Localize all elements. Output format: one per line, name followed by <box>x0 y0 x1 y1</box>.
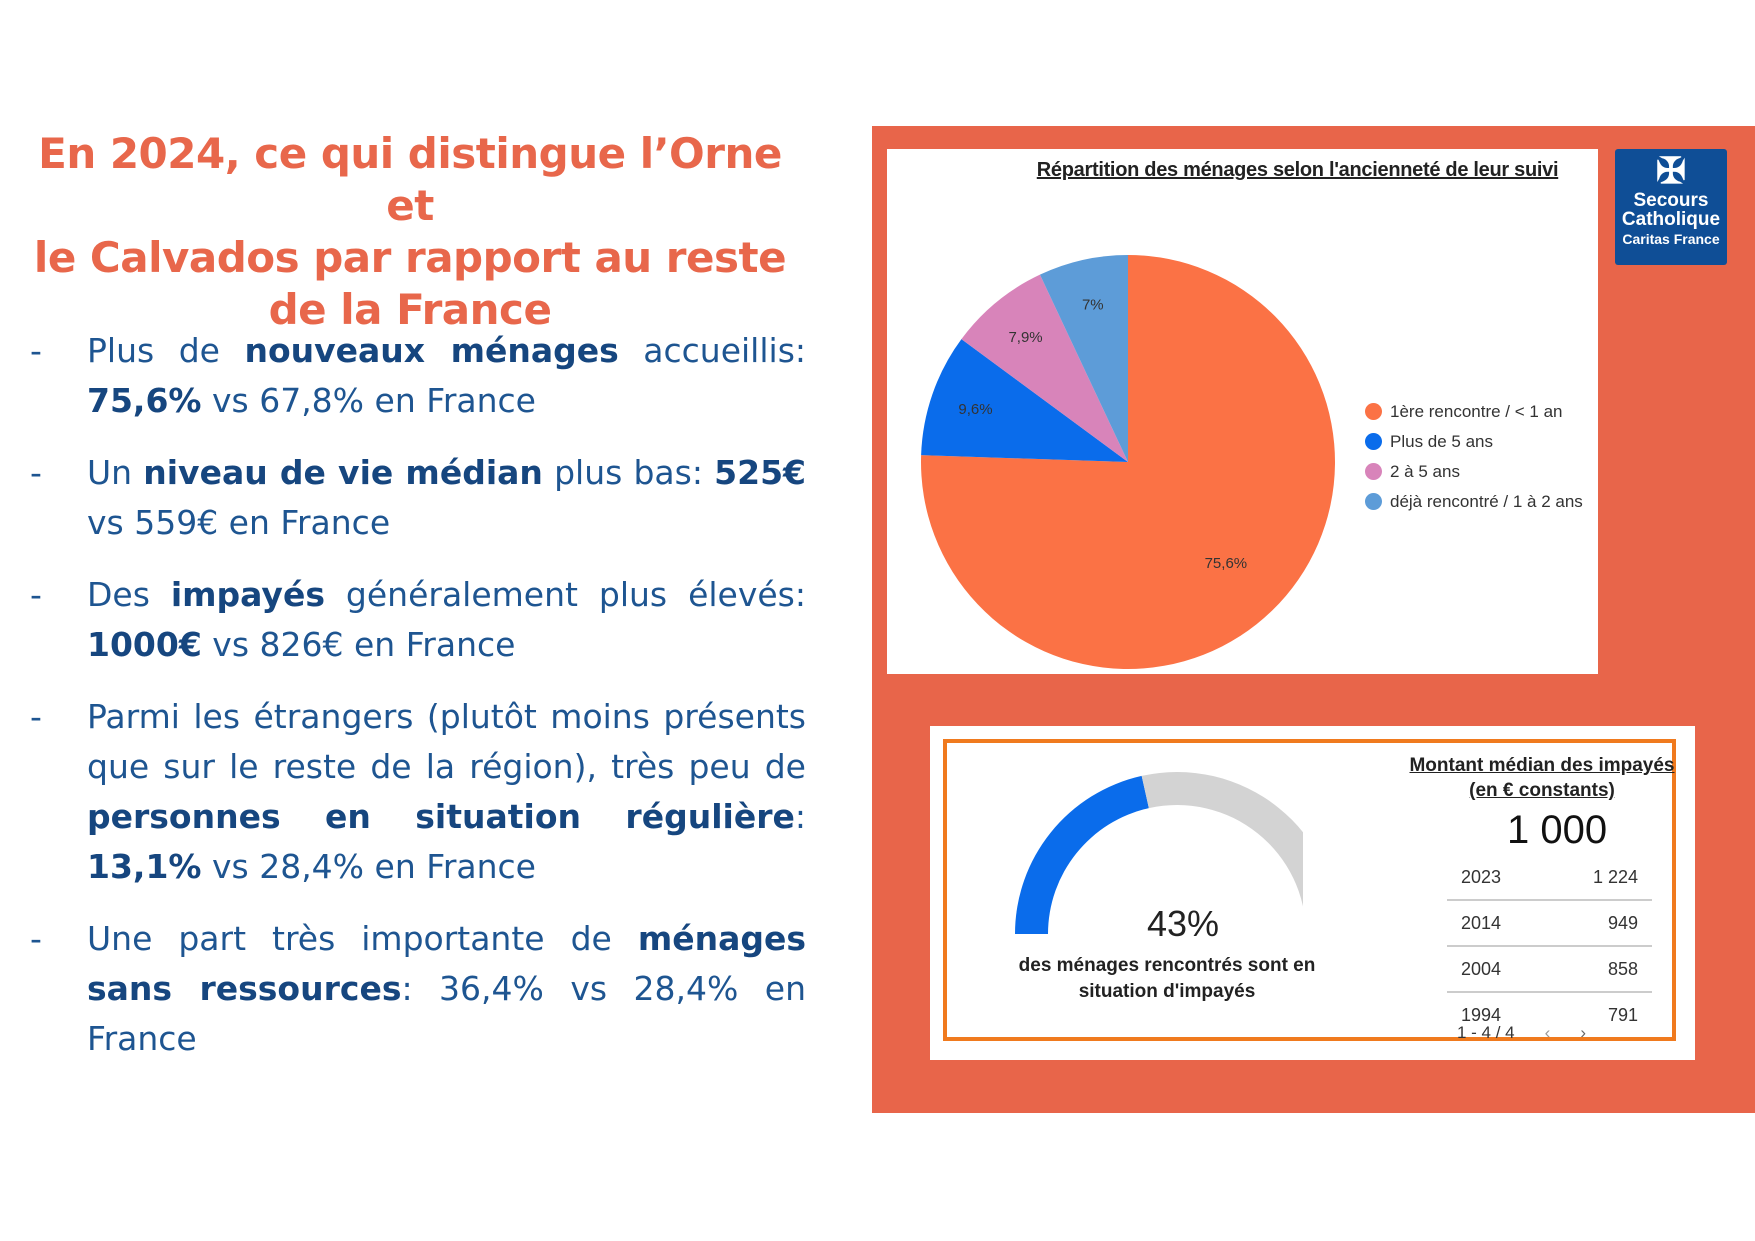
value-cell: 949 <box>1607 913 1638 933</box>
legend-swatch <box>1365 493 1382 510</box>
pie-legend: 1ère rencontre / < 1 an Plus de 5 ans 2 à … <box>1365 397 1585 517</box>
year-cell: 2014 <box>1461 913 1502 933</box>
title-line: de la France <box>268 285 552 334</box>
bullet-dash: - <box>30 331 42 370</box>
bullet-emphasis: 75,6% <box>87 381 202 420</box>
legend-item: déjà rencontré / 1 à 2 ans <box>1365 487 1585 517</box>
legend-item: 2 à 5 ans <box>1365 457 1585 487</box>
bullet-text: : <box>794 797 806 836</box>
bullet-item: - Une part très importante de ménages san… <box>30 914 806 1064</box>
pie-data-label: 75,6% <box>1205 555 1248 572</box>
bullet-item: - Un niveau de vie médian plus bas: 525€ … <box>30 448 806 548</box>
year-cell: 1994 <box>1461 1005 1502 1025</box>
legend-label: déjà rencontré / 1 à 2 ans <box>1390 492 1583 511</box>
pie-chart-title: Répartition des ménages selon l'ancienne… <box>1036 159 1559 181</box>
cross-icon: ✠ <box>1655 150 1687 191</box>
legend-swatch <box>1365 403 1382 420</box>
table-title: Montant médian des impayés (en € constan… <box>1409 755 1675 801</box>
legend-item: Plus de 5 ans <box>1365 427 1585 457</box>
bullet-emphasis: 1000€ <box>87 625 202 664</box>
bullet-dash: - <box>30 575 42 614</box>
bullet-text: plus bas: <box>542 453 715 492</box>
pie-slice <box>921 255 1335 670</box>
pie-slice <box>921 339 1128 462</box>
bullet-emphasis: niveau de vie médian <box>143 453 543 492</box>
bullet-text: vs 67,8% en France <box>201 381 536 420</box>
pie-slice <box>1039 255 1128 462</box>
gauge-fill <box>1015 775 1149 934</box>
bullet-emphasis: ménages sans ressources <box>87 919 806 1008</box>
pie-slice <box>961 274 1128 462</box>
table-row: 2023 1 224 <box>1447 855 1652 901</box>
headline-value: 1 000 <box>1507 808 1608 852</box>
legend-label: Plus de 5 ans <box>1390 432 1494 451</box>
bullet-text: généralement plus élevés: <box>324 575 806 614</box>
pie-chart-card: Répartition des ménages selon l'ancienne… <box>887 149 1598 674</box>
bullet-text: Un <box>87 453 144 492</box>
gauge-chart <box>1015 743 1387 943</box>
bullet-dash: - <box>30 697 42 736</box>
chevron-left-icon[interactable]: ‹ <box>1544 1023 1551 1042</box>
logo-text: Caritas France <box>1622 231 1720 247</box>
gauge-value: 43% <box>1147 903 1220 944</box>
legend-label: 1ère rencontre / < 1 an <box>1390 402 1563 421</box>
logo-text: Catholique <box>1621 209 1721 230</box>
bullet-text: vs 826€ en France <box>201 625 516 664</box>
bullet-emphasis: impayés <box>170 575 325 614</box>
legend-item: 1ère rencontre / < 1 an <box>1365 397 1585 427</box>
legend-swatch <box>1365 463 1382 480</box>
bullet-dash: - <box>30 919 42 958</box>
logo-text: Secours <box>1633 190 1709 211</box>
bullet-text: accueillis: <box>618 331 806 370</box>
bullet-emphasis: nouveaux ménages <box>244 331 619 370</box>
title-line: En 2024, ce qui distingue l’Orne et <box>38 129 782 230</box>
page-title: En 2024, ce qui distingue l’Orne et le C… <box>10 128 810 336</box>
bullet-text: vs 559€ en France <box>87 503 391 542</box>
bullet-text: : 36,4% vs 28,4% en France <box>87 969 807 1058</box>
bullet-dash: - <box>30 453 42 492</box>
pie-data-label: 7,9% <box>1008 329 1042 346</box>
value-cell: 1 224 <box>1592 867 1638 887</box>
title-line: le Calvados par rapport au reste <box>33 233 787 282</box>
secours-catholique-logo: ✠ Secours Catholique Caritas France <box>1615 149 1727 265</box>
table-row: 2004 858 <box>1447 947 1652 993</box>
impayes-table: 2023 1 224 2014 949 2004 858 1994 791 <box>1447 855 1652 1037</box>
legend-label: 2 à 5 ans <box>1390 462 1460 481</box>
legend-swatch <box>1365 433 1382 450</box>
bullet-list: - Plus de nouveaux ménages accueillis: 75… <box>30 326 806 1086</box>
bullet-item: - Des impayés généralement plus élevés: 1… <box>30 570 806 670</box>
pagination-label: 1 - 4 / 4 <box>1457 1023 1515 1042</box>
bullet-emphasis: 525€ <box>714 453 806 492</box>
table-pagination: 1 - 4 / 4 ‹ › <box>1457 1023 1657 1043</box>
table-row: 2014 949 <box>1447 901 1652 947</box>
bullet-item: - Plus de nouveaux ménages accueillis: 75… <box>30 326 806 426</box>
gauge-caption: des ménages rencontrés sont en situation… <box>1018 955 1316 1002</box>
value-cell: 858 <box>1607 959 1638 979</box>
pie-data-label: 9,6% <box>958 401 992 418</box>
chevron-right-icon[interactable]: › <box>1580 1023 1586 1042</box>
bullet-text: Une part très importante de <box>87 919 638 958</box>
value-cell: 791 <box>1607 1005 1638 1025</box>
bullet-text: Parmi les étrangers (plutôt moins présen… <box>87 697 806 786</box>
bullet-emphasis: personnes en situation régulière <box>87 797 795 836</box>
pie-data-label: 7% <box>1082 296 1104 313</box>
bullet-text: vs 28,4% en France <box>201 847 536 886</box>
year-cell: 2004 <box>1461 959 1502 979</box>
pie-chart: 75,6% 9,6% 7,9% 7% <box>921 255 1335 670</box>
impayes-frame: 43% des ménages rencontrés sont en situa… <box>943 739 1676 1043</box>
bullet-text: Des <box>87 575 171 614</box>
year-cell: 2023 <box>1461 867 1502 887</box>
bullet-text: Plus de <box>87 331 245 370</box>
bullet-emphasis: 13,1% <box>87 847 202 886</box>
bullet-item: - Parmi les étrangers (plutôt moins prése… <box>30 692 806 892</box>
table-row: 1994 791 <box>1447 993 1652 1037</box>
impayes-card: 43% des ménages rencontrés sont en situa… <box>930 726 1695 1060</box>
